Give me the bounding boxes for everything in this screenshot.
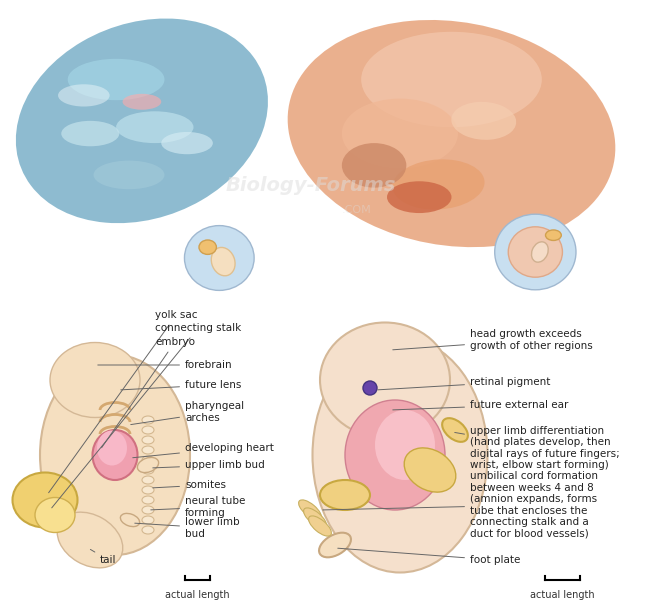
Ellipse shape (16, 19, 268, 223)
Ellipse shape (142, 476, 154, 484)
Ellipse shape (531, 242, 548, 262)
Ellipse shape (58, 84, 110, 107)
Ellipse shape (116, 112, 194, 143)
Ellipse shape (451, 102, 516, 140)
Text: neural tube
forming: neural tube forming (151, 496, 245, 518)
Ellipse shape (199, 240, 217, 254)
Ellipse shape (142, 466, 154, 474)
Ellipse shape (342, 98, 458, 169)
Text: forebrain: forebrain (98, 360, 233, 370)
Ellipse shape (319, 533, 351, 557)
Ellipse shape (387, 181, 452, 213)
Ellipse shape (40, 355, 190, 555)
Circle shape (184, 226, 254, 290)
Ellipse shape (308, 516, 332, 536)
Text: Biology-Forums: Biology-Forums (226, 176, 396, 195)
Ellipse shape (12, 473, 77, 527)
Ellipse shape (35, 497, 75, 533)
Ellipse shape (299, 500, 321, 520)
Ellipse shape (288, 20, 615, 247)
Ellipse shape (57, 512, 123, 568)
Ellipse shape (94, 161, 164, 189)
Text: actual length: actual length (164, 590, 230, 600)
Text: connecting stalk: connecting stalk (52, 323, 241, 508)
Text: yolk sac: yolk sac (48, 310, 197, 493)
Circle shape (508, 227, 562, 277)
Ellipse shape (142, 456, 154, 464)
Circle shape (363, 381, 377, 395)
Ellipse shape (137, 457, 159, 473)
Ellipse shape (123, 94, 161, 110)
Ellipse shape (345, 400, 445, 510)
Circle shape (495, 214, 576, 290)
Text: retinal pigment: retinal pigment (378, 377, 550, 390)
Ellipse shape (142, 526, 154, 534)
Ellipse shape (142, 496, 154, 504)
Text: umbilical cord formation
between weeks 4 and 8
(amnion expands, forms
tube that : umbilical cord formation between weeks 4… (322, 471, 598, 539)
Ellipse shape (142, 486, 154, 494)
Ellipse shape (142, 436, 154, 444)
Ellipse shape (304, 508, 326, 528)
Ellipse shape (161, 132, 213, 154)
Text: lower limb
bud: lower limb bud (135, 517, 240, 539)
Text: head growth exceeds
growth of other regions: head growth exceeds growth of other regi… (393, 329, 593, 351)
Ellipse shape (50, 343, 140, 418)
Ellipse shape (312, 337, 488, 572)
Ellipse shape (92, 430, 137, 480)
Ellipse shape (393, 160, 484, 209)
Text: WEEK 4: WEEK 4 (39, 283, 92, 296)
Ellipse shape (142, 426, 154, 434)
Text: somites: somites (153, 480, 226, 490)
Text: .COM: .COM (342, 205, 372, 215)
Ellipse shape (342, 143, 406, 188)
Ellipse shape (97, 431, 127, 466)
Ellipse shape (361, 32, 542, 127)
Ellipse shape (142, 516, 154, 524)
Text: upper limb differentiation
(hand plates develop, then
digital rays of future fin: upper limb differentiation (hand plates … (455, 425, 620, 470)
Ellipse shape (68, 59, 164, 100)
Text: tail: tail (90, 550, 117, 565)
Text: WEEKS 5–6: WEEKS 5–6 (322, 283, 400, 296)
Text: future lens: future lens (121, 380, 241, 390)
Ellipse shape (320, 480, 370, 510)
Text: embryo: embryo (101, 337, 195, 448)
Ellipse shape (404, 448, 456, 492)
Text: foot plate: foot plate (338, 548, 521, 565)
Ellipse shape (142, 506, 154, 514)
Ellipse shape (546, 230, 561, 241)
Text: future external ear: future external ear (393, 400, 568, 410)
Text: pharyngeal
arches: pharyngeal arches (131, 401, 244, 425)
Ellipse shape (61, 121, 119, 146)
Text: actual length: actual length (530, 590, 594, 600)
Ellipse shape (121, 514, 139, 527)
Ellipse shape (142, 416, 154, 424)
Ellipse shape (142, 446, 154, 454)
Ellipse shape (442, 418, 468, 442)
Text: developing heart: developing heart (133, 443, 274, 458)
Text: upper limb bud: upper limb bud (153, 460, 264, 470)
Ellipse shape (320, 323, 450, 437)
Ellipse shape (212, 247, 235, 276)
Ellipse shape (375, 410, 435, 480)
